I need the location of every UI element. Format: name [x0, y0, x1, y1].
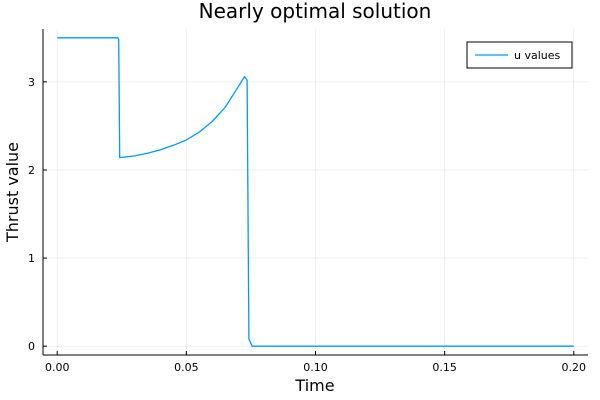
chart-title: Nearly optimal solution	[199, 0, 432, 23]
y-tick-label: 1	[28, 252, 35, 265]
x-axis-label: Time	[294, 376, 334, 395]
x-tick-label: 0.20	[562, 361, 587, 374]
y-ticks: 0 1 2 3	[28, 76, 47, 353]
y-tick-label: 0	[28, 340, 35, 353]
series-line-u-values	[57, 37, 574, 347]
x-tick-label: 0.05	[174, 361, 199, 374]
legend-label: u values	[514, 49, 561, 62]
legend: u values	[466, 41, 573, 69]
x-ticks: 0.00 0.05 0.10 0.15 0.20	[45, 351, 586, 374]
x-tick-label: 0.00	[45, 361, 70, 374]
y-tick-label: 2	[28, 164, 35, 177]
series-layer	[57, 37, 574, 347]
y-tick-label: 3	[28, 76, 35, 89]
x-tick-label: 0.15	[432, 361, 457, 374]
legend-box	[466, 41, 573, 69]
y-axis-label: Thrust value	[3, 142, 22, 243]
x-tick-label: 0.10	[303, 361, 328, 374]
